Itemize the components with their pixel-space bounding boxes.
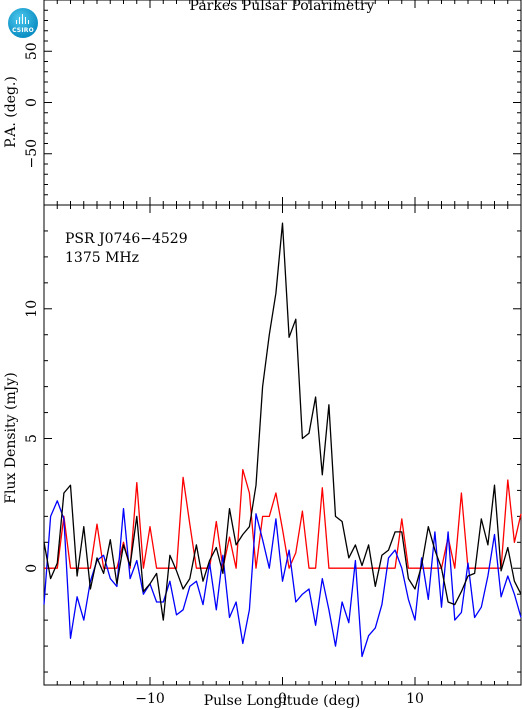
x-tick-label: 0 bbox=[278, 691, 287, 707]
x-tick-label: 10 bbox=[406, 691, 424, 707]
x-axis-label: Pulse Longitude (deg) bbox=[204, 693, 361, 709]
pa-panel: −50 0 50 P.A. (deg.) bbox=[3, 0, 522, 206]
logo-bars-icon bbox=[16, 14, 30, 24]
logo-text: CSIRO bbox=[12, 27, 34, 34]
flux-y-tick-label: 0 bbox=[24, 564, 40, 573]
annotation-psr-name: PSR J0746−4529 bbox=[65, 231, 188, 247]
pa-y-tick-label: 0 bbox=[24, 98, 40, 107]
pa-y-axis-label: P.A. (deg.) bbox=[3, 76, 19, 148]
flux-y-tick-label: 10 bbox=[24, 300, 40, 318]
pa-plot-frame bbox=[43, 0, 522, 206]
circular-polarization-line bbox=[43, 500, 522, 658]
total-intensity-line bbox=[43, 222, 522, 621]
flux-panel: 0 5 10 −10 0 10 PSR J0746−4529 1375 MHz Flux … bbox=[3, 204, 522, 709]
x-tick-label: −10 bbox=[135, 691, 165, 707]
pa-y-tick-label: 50 bbox=[24, 42, 40, 60]
flux-y-axis-label: Flux Density (mJy) bbox=[3, 372, 19, 503]
flux-plot-frame bbox=[43, 204, 522, 686]
flux-y-tick-label: 5 bbox=[24, 434, 40, 443]
csiro-logo: CSIRO bbox=[8, 8, 38, 38]
pa-y-tick-label: −50 bbox=[24, 139, 40, 169]
annotation-frequency: 1375 MHz bbox=[65, 250, 139, 266]
